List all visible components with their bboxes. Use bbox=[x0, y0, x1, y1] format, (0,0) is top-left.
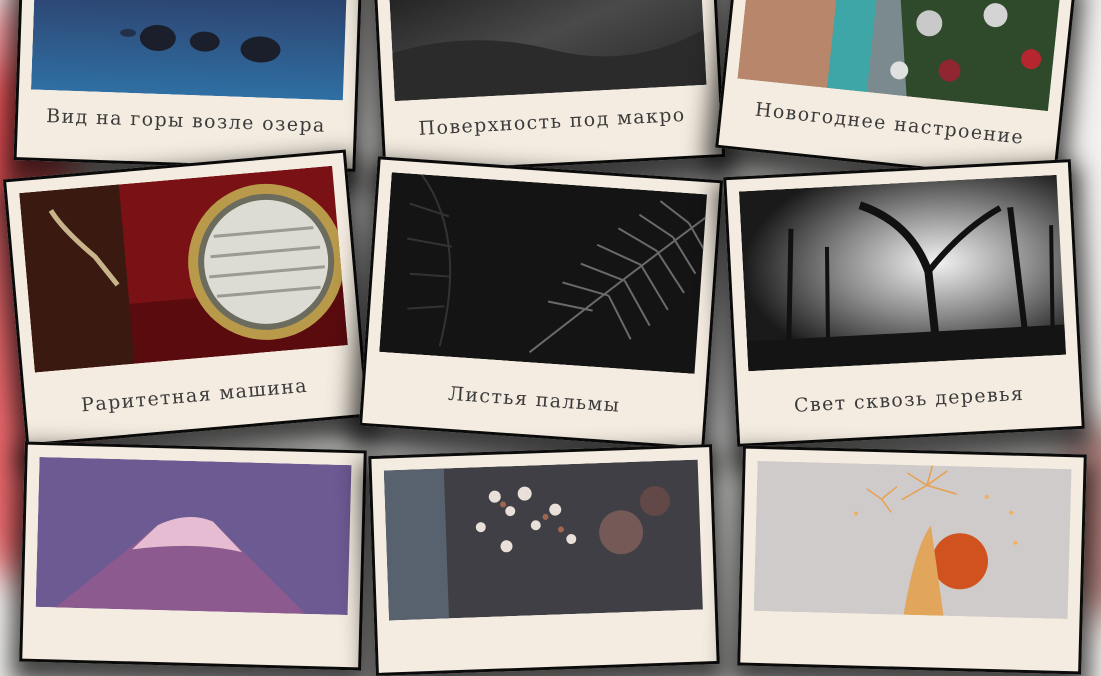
photo-card-sparklers[interactable] bbox=[737, 445, 1087, 675]
palm-leaves-photo bbox=[379, 172, 707, 374]
lake-with-rocks-photo bbox=[30, 0, 347, 101]
photo-card-macro[interactable]: Поверхность под макро bbox=[372, 0, 726, 175]
photo-card-trees[interactable]: Свет сквозь деревья bbox=[723, 159, 1085, 447]
christmas-tree-photo bbox=[737, 0, 1061, 112]
photo-card-lake[interactable]: Вид на горы возле озера bbox=[13, 0, 363, 172]
card-caption: Листья пальмы bbox=[447, 382, 622, 417]
photo-card-palm[interactable]: Листья пальмы bbox=[359, 156, 723, 450]
card-caption: Вид на горы возле озера bbox=[45, 105, 327, 137]
card-caption: Свет сквозь деревья bbox=[793, 382, 1025, 417]
macro-surface-photo bbox=[388, 0, 707, 102]
card-caption: Раритетная машина bbox=[80, 374, 309, 417]
snowy-flowers-photo bbox=[383, 459, 703, 621]
mountain-peak-photo bbox=[35, 456, 352, 616]
card-caption: Поверхность под макро bbox=[418, 103, 687, 140]
vintage-car-headlight-photo bbox=[19, 165, 348, 373]
photo-card-christmas[interactable]: Новогоднее настроение bbox=[715, 0, 1077, 184]
photo-card-car[interactable]: Раритетная машина bbox=[2, 149, 370, 447]
light-through-trees-photo bbox=[738, 174, 1066, 372]
photo-card-flowers[interactable] bbox=[368, 444, 720, 676]
sparklers-photo bbox=[753, 460, 1072, 620]
photo-card-mountain[interactable] bbox=[19, 441, 367, 671]
